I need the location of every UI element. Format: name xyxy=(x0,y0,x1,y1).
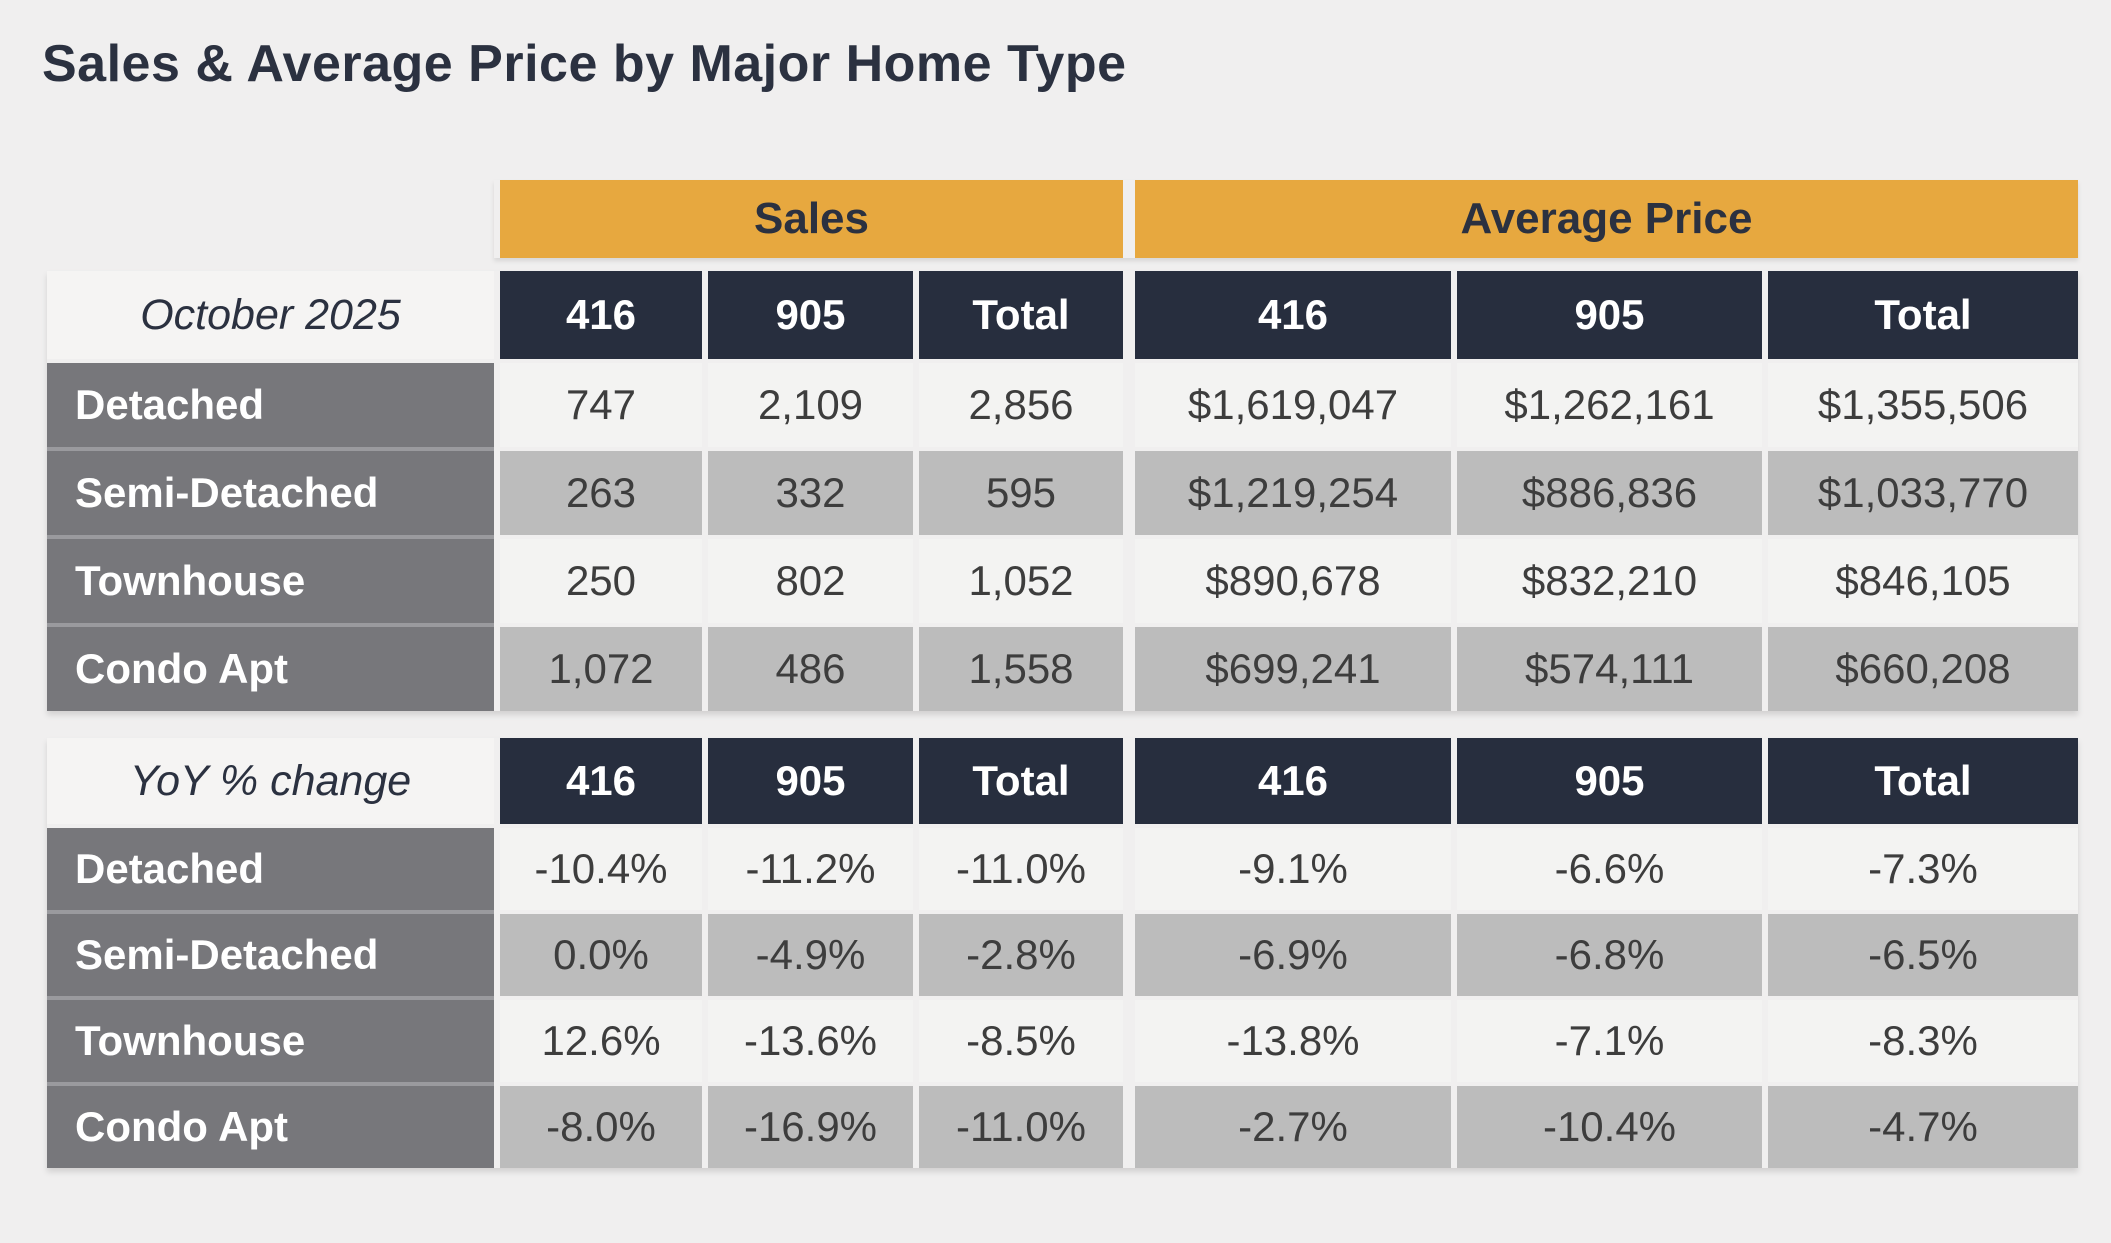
sales-cell: 595 xyxy=(913,447,1123,535)
avg-price-cell: $1,619,047 xyxy=(1123,359,1451,447)
col-header-price-905: 905 xyxy=(1451,738,1762,824)
row-label-townhouse: Townhouse xyxy=(47,535,494,623)
col-header-price-416: 416 xyxy=(1123,271,1451,359)
avg-price-cell: $1,033,770 xyxy=(1762,447,2078,535)
sales-yoy-cell: -11.2% xyxy=(702,824,913,910)
row-label-detached: Detached xyxy=(47,824,494,910)
avg-price-cell: $574,111 xyxy=(1451,623,1762,711)
avg-price-cell: $846,105 xyxy=(1762,535,2078,623)
avg-price-yoy-cell: -13.8% xyxy=(1123,996,1451,1082)
avg-price-yoy-cell: -9.1% xyxy=(1123,824,1451,910)
sales-cell: 1,052 xyxy=(913,535,1123,623)
avg-price-cell: $832,210 xyxy=(1451,535,1762,623)
group-band-row: Sales Average Price xyxy=(47,180,2078,258)
row-label-townhouse: Townhouse xyxy=(47,996,494,1082)
page-title: Sales & Average Price by Major Home Type xyxy=(42,35,1127,93)
sales-yoy-cell: -8.5% xyxy=(913,996,1123,1082)
col-header-price-416: 416 xyxy=(1123,738,1451,824)
avg-price-yoy-cell: -2.7% xyxy=(1123,1082,1451,1168)
sales-yoy-cell: 0.0% xyxy=(494,910,702,996)
row-label-detached: Detached xyxy=(47,359,494,447)
col-header-sales-905: 905 xyxy=(702,271,913,359)
row-label-condo-apt: Condo Apt xyxy=(47,1082,494,1168)
sales-group-band: Sales xyxy=(494,180,1123,258)
sales-cell: 2,856 xyxy=(913,359,1123,447)
avg-price-yoy-cell: -7.3% xyxy=(1762,824,2078,910)
col-header-sales-416: 416 xyxy=(494,738,702,824)
avg-price-cell: $1,219,254 xyxy=(1123,447,1451,535)
average-price-group-band: Average Price xyxy=(1123,180,2078,258)
sales-yoy-cell: -2.8% xyxy=(913,910,1123,996)
sales-cell: 747 xyxy=(494,359,702,447)
sales-yoy-cell: -4.9% xyxy=(702,910,913,996)
sales-cell: 263 xyxy=(494,447,702,535)
sales-yoy-cell: -16.9% xyxy=(702,1082,913,1168)
sales-yoy-cell: -11.0% xyxy=(913,1082,1123,1168)
period-label: October 2025 xyxy=(47,271,494,359)
sales-yoy-cell: -8.0% xyxy=(494,1082,702,1168)
col-header-price-total: Total xyxy=(1762,271,2078,359)
yoy-change-table: YoY % change 416 905 Total 416 905 Total… xyxy=(47,738,2078,1168)
avg-price-yoy-cell: -4.7% xyxy=(1762,1082,2078,1168)
avg-price-yoy-cell: -8.3% xyxy=(1762,996,2078,1082)
sales-yoy-cell: -10.4% xyxy=(494,824,702,910)
col-header-sales-total: Total xyxy=(913,738,1123,824)
avg-price-yoy-cell: -7.1% xyxy=(1451,996,1762,1082)
avg-price-yoy-cell: -6.8% xyxy=(1451,910,1762,996)
avg-price-cell: $699,241 xyxy=(1123,623,1451,711)
col-header-price-905: 905 xyxy=(1451,271,1762,359)
avg-price-cell: $660,208 xyxy=(1762,623,2078,711)
sales-yoy-cell: 12.6% xyxy=(494,996,702,1082)
row-label-condo-apt: Condo Apt xyxy=(47,623,494,711)
col-header-sales-total: Total xyxy=(913,271,1123,359)
row-label-semi-detached: Semi-Detached xyxy=(47,910,494,996)
avg-price-cell: $886,836 xyxy=(1451,447,1762,535)
col-header-price-total: Total xyxy=(1762,738,2078,824)
sales-cell: 486 xyxy=(702,623,913,711)
col-header-sales-416: 416 xyxy=(494,271,702,359)
avg-price-cell: $890,678 xyxy=(1123,535,1451,623)
avg-price-cell: $1,355,506 xyxy=(1762,359,2078,447)
sales-yoy-cell: -13.6% xyxy=(702,996,913,1082)
sales-yoy-cell: -11.0% xyxy=(913,824,1123,910)
band-spacer xyxy=(47,180,494,258)
avg-price-yoy-cell: -10.4% xyxy=(1451,1082,1762,1168)
table-layout: Sales Average Price October 2025 416 905… xyxy=(47,180,2078,1168)
sales-cell: 1,072 xyxy=(494,623,702,711)
avg-price-yoy-cell: -6.5% xyxy=(1762,910,2078,996)
sales-cell: 250 xyxy=(494,535,702,623)
sales-cell: 2,109 xyxy=(702,359,913,447)
sales-cell: 332 xyxy=(702,447,913,535)
avg-price-yoy-cell: -6.6% xyxy=(1451,824,1762,910)
row-label-semi-detached: Semi-Detached xyxy=(47,447,494,535)
monthly-stats-table: October 2025 416 905 Total 416 905 Total… xyxy=(47,271,2078,711)
avg-price-yoy-cell: -6.9% xyxy=(1123,910,1451,996)
period-label-yoy: YoY % change xyxy=(47,738,494,824)
sales-cell: 1,558 xyxy=(913,623,1123,711)
col-header-sales-905: 905 xyxy=(702,738,913,824)
avg-price-cell: $1,262,161 xyxy=(1451,359,1762,447)
sales-cell: 802 xyxy=(702,535,913,623)
